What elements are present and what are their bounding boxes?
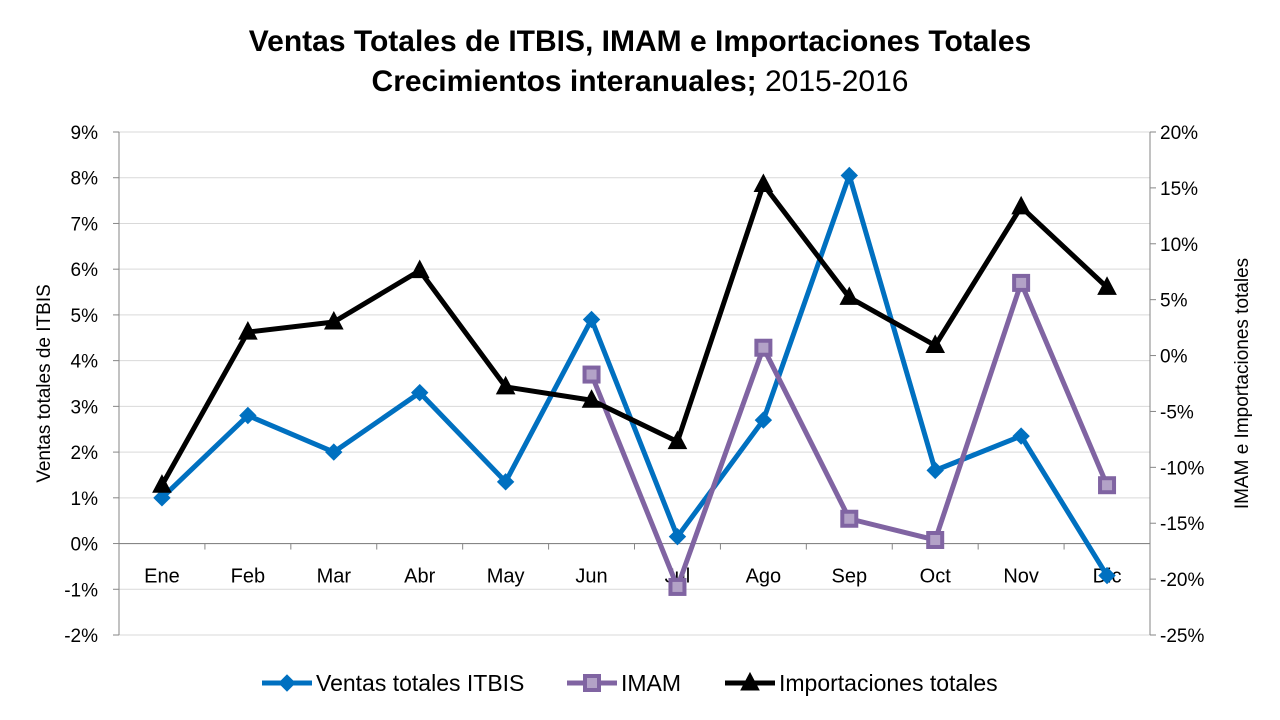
category-label: Abr (404, 566, 435, 588)
data-point-ventas-totales-itbis (582, 310, 601, 329)
category-label: Oct (920, 566, 952, 588)
series-imam (582, 273, 1117, 596)
right-tick-label: -10% (1160, 458, 1204, 479)
left-tick-label: -2% (64, 626, 98, 647)
right-tick-label: -5% (1160, 402, 1194, 423)
legend-label: Importaciones totales (779, 670, 998, 696)
data-point-ventas-totales-itbis (754, 411, 773, 429)
left-tick-label: 3% (71, 397, 99, 418)
data-point-importaciones-totales (238, 321, 258, 340)
left-tick-label: 2% (71, 443, 99, 464)
legend-label: Ventas totales ITBIS (316, 670, 524, 696)
chart-title-line1: Ventas Totales de ITBIS, IMAM e Importac… (248, 25, 1032, 58)
data-point-importaciones-totales (667, 430, 688, 450)
data-point-importaciones-totales (409, 259, 430, 279)
left-tick-label: 9% (71, 123, 99, 144)
data-point-ventas-totales-itbis (1012, 427, 1030, 445)
category-label: Sep (831, 566, 867, 588)
series-line-importaciones-totales (159, 182, 1109, 487)
left-tick-label: 4% (71, 352, 99, 373)
data-point-imam (668, 577, 687, 596)
data-point-imam (582, 365, 601, 384)
data-point-ventas-totales-itbis (668, 527, 687, 546)
left-tick-label: -1% (64, 580, 98, 601)
right-tick-label: -20% (1160, 570, 1204, 591)
data-point-importaciones-totales (581, 389, 602, 408)
left-tick-label: 7% (71, 214, 99, 235)
data-point-importaciones-totales (1097, 276, 1117, 295)
data-point-importaciones-totales (495, 375, 516, 395)
category-label: Ene (144, 566, 180, 588)
legend-item-imam: IMAM (567, 670, 681, 696)
data-point-importaciones-totales (753, 173, 774, 193)
data-point-importaciones-totales (925, 334, 946, 353)
data-point-imam (1098, 476, 1117, 495)
data-point-ventas-totales-itbis (926, 461, 944, 480)
legend: Ventas totales ITBIS IMAM Importaciones to… (262, 670, 998, 696)
legend-item-importaciones-totales: Importaciones totales (725, 670, 998, 696)
right-tick-label: 10% (1160, 235, 1198, 256)
data-point-ventas-totales-itbis (496, 473, 515, 491)
data-point-imam (1012, 273, 1031, 292)
left-tick-label: 6% (71, 260, 99, 281)
data-point-imam (840, 509, 859, 528)
series-layer (152, 166, 1117, 596)
data-point-ventas-totales-itbis (325, 443, 343, 461)
left-tick-label: 1% (71, 489, 99, 510)
axes: 9% 8% 7% 6% 5% 4% 3% 2% 1% 0% -1% -2% 20% 15% 10% 5% 0% -… (34, 123, 1253, 647)
series-line-ventas-totales-itbis (160, 172, 1110, 577)
category-label: Nov (1003, 566, 1039, 588)
category-label: Ago (746, 566, 782, 588)
right-tick-label: 15% (1160, 179, 1198, 200)
chart-title-line2: Crecimientos interanuales; 2015-2016 (0, 62, 1280, 102)
right-axis-title: IMAM e Importaciones totales (1232, 258, 1253, 509)
legend-marker (583, 674, 601, 692)
series-importaciones-totales (152, 173, 1117, 493)
data-point-importaciones-totales (1011, 195, 1031, 215)
right-tick-label: -15% (1160, 514, 1204, 535)
gridlines (119, 131, 1150, 636)
data-point-ventas-totales-itbis (153, 489, 171, 507)
left-axis-title: Ventas totales de ITBIS (34, 284, 55, 483)
right-tick-label: 0% (1160, 347, 1188, 368)
data-point-importaciones-totales (152, 474, 172, 493)
category-label: Mar (317, 566, 352, 588)
right-tick-label: 20% (1160, 123, 1198, 144)
data-point-importaciones-totales (839, 286, 860, 305)
data-point-ventas-totales-itbis (411, 383, 429, 402)
data-point-ventas-totales-itbis (1098, 566, 1116, 585)
data-point-imam (926, 530, 945, 549)
legend-item-ventas-totales-itbis: Ventas totales ITBIS (262, 670, 524, 696)
category-label: May (487, 566, 525, 588)
data-point-ventas-totales-itbis (840, 166, 858, 185)
series-ventas-totales-itbis (153, 166, 1116, 585)
data-point-imam (754, 338, 773, 357)
data-point-importaciones-totales (323, 310, 344, 330)
right-tick-label: -25% (1160, 626, 1204, 647)
right-tick-label: 5% (1160, 291, 1188, 312)
left-tick-label: 5% (71, 306, 99, 327)
data-point-ventas-totales-itbis (239, 406, 257, 425)
legend-marker (278, 674, 296, 692)
chart-title: Ventas Totales de ITBIS, IMAM e Importac… (0, 22, 1280, 102)
category-label: Jun (575, 566, 607, 588)
chart-title-line2-bold: Crecimientos interanuales; (371, 65, 757, 98)
category-label: Feb (231, 566, 265, 588)
legend-marker (740, 671, 760, 691)
left-tick-label: 0% (71, 535, 99, 556)
left-tick-label: 8% (71, 169, 99, 190)
legend-label: IMAM (621, 670, 681, 696)
chart-title-line2-rest: 2015-2016 (756, 65, 909, 98)
